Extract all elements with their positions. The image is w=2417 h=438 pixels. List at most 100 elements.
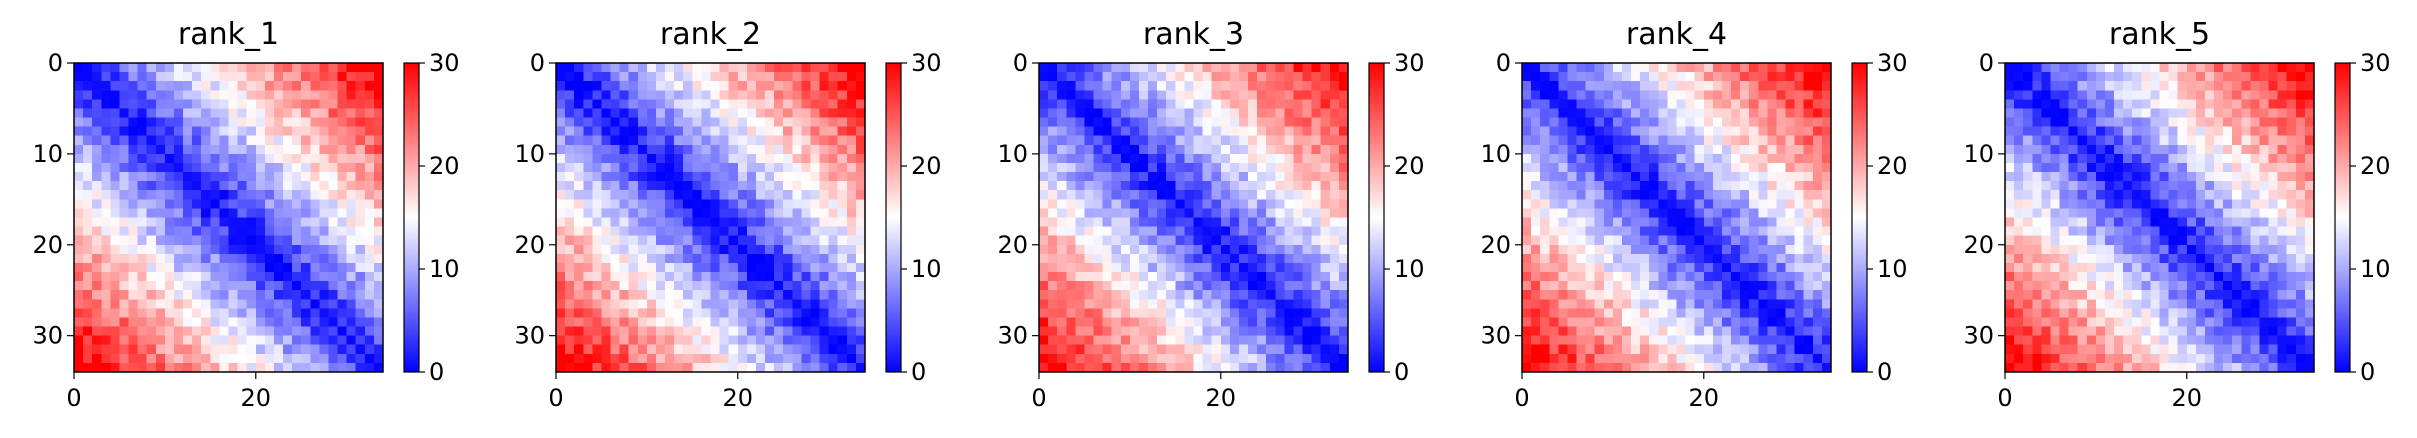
heatmap-cell bbox=[1102, 172, 1113, 182]
heatmap-cell bbox=[1621, 335, 1632, 346]
heatmap-cell bbox=[264, 144, 275, 155]
heatmap-cell bbox=[637, 344, 648, 355]
heatmap-cell bbox=[273, 326, 284, 337]
heatmap-cell bbox=[1057, 317, 1067, 328]
heatmap-cell bbox=[1111, 99, 1122, 110]
heatmap-cell bbox=[2277, 72, 2288, 82]
heatmap-cell bbox=[810, 208, 821, 219]
heatmap-cell bbox=[774, 335, 784, 346]
heatmap-cell bbox=[1193, 262, 1204, 273]
heatmap-cell bbox=[1540, 217, 1550, 228]
heatmap-cell bbox=[173, 353, 184, 364]
heatmap-cell bbox=[1320, 135, 1331, 146]
heatmap-cell bbox=[1338, 117, 1349, 128]
heatmap-cell bbox=[1138, 362, 1149, 373]
heatmap-cell bbox=[273, 362, 284, 373]
heatmap-cell bbox=[1284, 308, 1295, 319]
heatmap-cell bbox=[128, 144, 139, 155]
heatmap-cell bbox=[1329, 181, 1340, 191]
heatmap-cell bbox=[264, 235, 275, 246]
heatmap-cell bbox=[1275, 199, 1285, 210]
heatmap-cell bbox=[1257, 272, 1267, 282]
heatmap-cell bbox=[855, 290, 866, 300]
heatmap-cell bbox=[628, 181, 639, 191]
heatmap-cell bbox=[1257, 299, 1267, 309]
heatmap-cell bbox=[1175, 99, 1186, 110]
heatmap-cell bbox=[1129, 172, 1140, 182]
heatmap-cell bbox=[1266, 90, 1276, 100]
heatmap-cell bbox=[146, 144, 157, 155]
heatmap-cell bbox=[1685, 72, 1696, 82]
heatmap-cell bbox=[173, 208, 184, 219]
heatmap-cell bbox=[1621, 135, 1632, 146]
heatmap-cell bbox=[1631, 72, 1641, 82]
heatmap-cell bbox=[1311, 317, 1322, 328]
heatmap-cell bbox=[228, 108, 239, 119]
heatmap-cell bbox=[364, 235, 375, 246]
heatmap-cell bbox=[1821, 253, 1832, 264]
heatmap-cell bbox=[346, 199, 357, 210]
heatmap-cell bbox=[1075, 335, 1086, 346]
heatmap-cell bbox=[719, 226, 730, 237]
heatmap-cell bbox=[655, 208, 666, 219]
heatmap-cell bbox=[828, 190, 839, 200]
heatmap-cell bbox=[628, 299, 639, 309]
heatmap-cell bbox=[628, 117, 639, 128]
heatmap-cell bbox=[1785, 72, 1796, 82]
heatmap-cell bbox=[1676, 144, 1687, 155]
heatmap-cell bbox=[1821, 262, 1832, 273]
heatmap-cell bbox=[737, 308, 748, 319]
heatmap-cell bbox=[310, 99, 320, 110]
heatmap-cell bbox=[173, 199, 184, 210]
heatmap-cell bbox=[1129, 335, 1140, 346]
heatmap-cell bbox=[619, 253, 630, 264]
heatmap-cell bbox=[2304, 90, 2315, 100]
heatmap-cell bbox=[1685, 153, 1696, 164]
heatmap-cell bbox=[1549, 172, 1559, 182]
heatmap-cell bbox=[1284, 99, 1295, 110]
heatmap-cell bbox=[1522, 199, 1532, 210]
heatmap-cell bbox=[1803, 344, 1814, 355]
heatmap-cell bbox=[1157, 72, 1167, 82]
heatmap-cell bbox=[74, 126, 84, 137]
heatmap-cell bbox=[855, 226, 866, 237]
heatmap-cell bbox=[1594, 72, 1605, 82]
heatmap-cell bbox=[164, 208, 175, 219]
heatmap-cell bbox=[183, 362, 193, 373]
heatmap-cell bbox=[1248, 253, 1258, 264]
heatmap-cell bbox=[665, 226, 675, 237]
heatmap-cell bbox=[1812, 90, 1823, 100]
heatmap-cell bbox=[719, 153, 730, 164]
heatmap-cell bbox=[146, 362, 157, 373]
heatmap-cell bbox=[1284, 144, 1295, 155]
heatmap-cell bbox=[792, 326, 802, 337]
heatmap-cell bbox=[1302, 208, 1313, 219]
heatmap-cell bbox=[264, 172, 275, 182]
heatmap-cell bbox=[1175, 362, 1186, 373]
heatmap-cell bbox=[837, 144, 848, 155]
heatmap-cell bbox=[810, 190, 821, 200]
heatmap-cell bbox=[583, 126, 593, 137]
heatmap-cell bbox=[1102, 308, 1113, 319]
heatmap-cell bbox=[1084, 117, 1095, 128]
heatmap-cell bbox=[1102, 190, 1113, 200]
heatmap-cell bbox=[1166, 235, 1176, 246]
heatmap-cell bbox=[655, 162, 666, 173]
heatmap-cell bbox=[674, 81, 684, 91]
heatmap-cell bbox=[228, 253, 239, 264]
heatmap-cell bbox=[201, 108, 211, 119]
heatmap-cell bbox=[1576, 317, 1587, 328]
heatmap-cell bbox=[101, 190, 111, 200]
heatmap-cell bbox=[110, 281, 121, 291]
heatmap-cell bbox=[1048, 317, 1058, 328]
heatmap-cell bbox=[1093, 362, 1104, 373]
heatmap-cell bbox=[1075, 90, 1086, 100]
heatmap-cell bbox=[1603, 135, 1614, 146]
heatmap-cell bbox=[655, 272, 666, 282]
heatmap-cell bbox=[674, 199, 684, 210]
heatmap-cell bbox=[1567, 272, 1578, 282]
heatmap-cell bbox=[228, 190, 239, 200]
heatmap-cell bbox=[646, 72, 657, 82]
heatmap-cell bbox=[1248, 72, 1258, 82]
heatmap-cell bbox=[183, 135, 193, 146]
